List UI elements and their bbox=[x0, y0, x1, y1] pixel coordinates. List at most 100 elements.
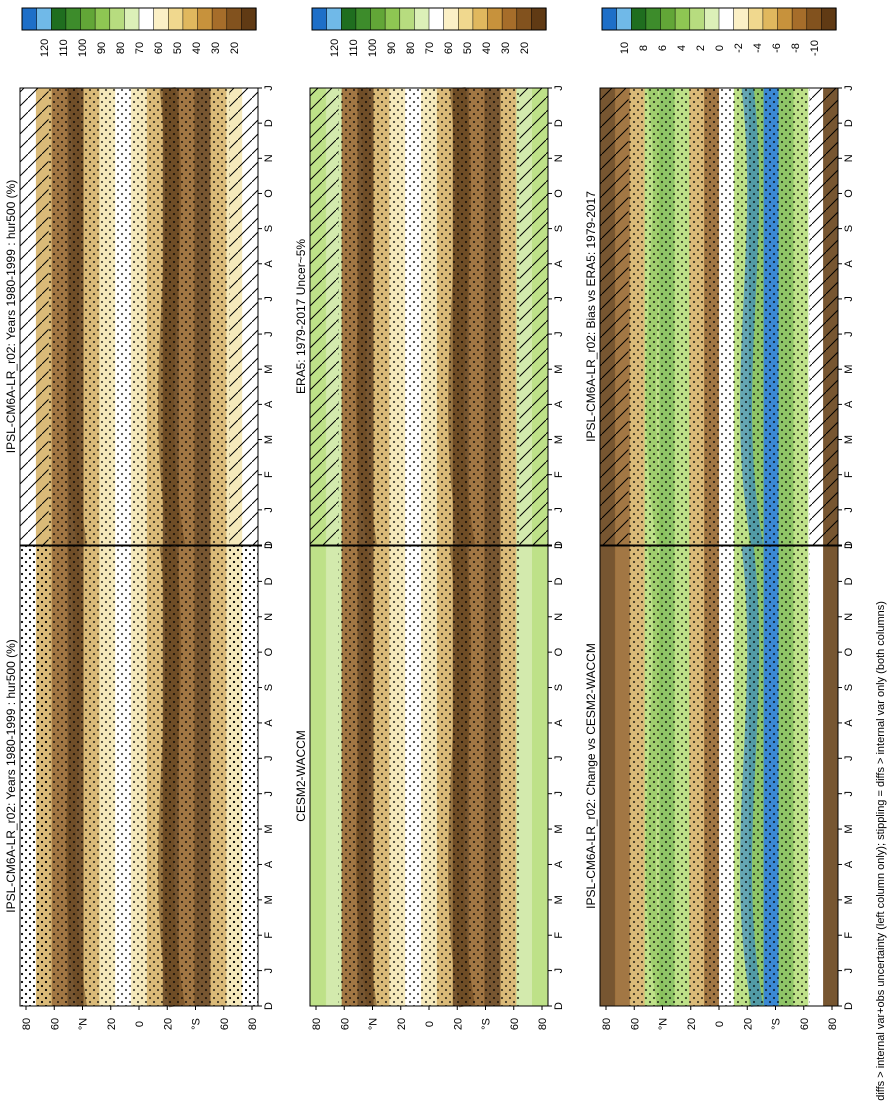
month-tick-label: M bbox=[843, 895, 855, 904]
lat-tick-label: 20 bbox=[742, 1018, 754, 1030]
panel-title: IPSL-CM6A-LR_r02: Change vs CESM2-WACCM bbox=[584, 643, 598, 909]
colorbar-swatch bbox=[458, 7, 474, 31]
month-tick-label: M bbox=[263, 365, 275, 374]
colorbar-swatch bbox=[718, 7, 735, 31]
month-tick-label: D bbox=[843, 119, 855, 127]
colorbar-swatch bbox=[138, 7, 155, 31]
panel-1: DJFMAMJJASONDJ8060°N20020°S6080IPSL-CM6A… bbox=[4, 85, 275, 605]
month-tick-label: M bbox=[553, 365, 565, 374]
month-tick-label: J bbox=[553, 296, 565, 302]
colorbar-label: 30 bbox=[500, 42, 512, 54]
month-tick-label: S bbox=[263, 684, 275, 691]
colorbar-swatch bbox=[704, 7, 720, 31]
month-tick-label: N bbox=[553, 154, 565, 162]
lat-tick-label: 80 bbox=[311, 1018, 323, 1030]
colorbar-label: 8 bbox=[638, 45, 650, 51]
month-tick-label: D bbox=[263, 577, 275, 585]
colorbar-swatch bbox=[94, 7, 111, 31]
hatching-overlay bbox=[229, 88, 258, 545]
colorbar-label: 110 bbox=[58, 39, 70, 57]
month-tick-label: F bbox=[263, 471, 275, 478]
colorbar-swatch bbox=[124, 7, 140, 31]
month-tick-label: M bbox=[843, 365, 855, 374]
lat-tick-label: 80 bbox=[247, 1018, 259, 1030]
colorbar-swatch bbox=[226, 7, 243, 31]
month-tick-label: A bbox=[843, 860, 855, 868]
lat-tick-label: 80 bbox=[601, 1018, 613, 1030]
month-tick-label: J bbox=[843, 85, 855, 91]
colorbar-label: 2 bbox=[695, 45, 707, 51]
hatching-overlay bbox=[20, 88, 49, 545]
colorbar-frame bbox=[311, 7, 547, 31]
month-tick-label: M bbox=[553, 435, 565, 444]
colorbar-swatch bbox=[645, 7, 662, 31]
colorbar-label: 100 bbox=[77, 39, 89, 57]
colorbar-frame bbox=[601, 7, 837, 31]
colorbar-swatch bbox=[384, 7, 401, 31]
colorbar-swatch bbox=[326, 7, 342, 31]
colorbar-label: 20 bbox=[519, 42, 531, 54]
stippling-overlay bbox=[48, 546, 230, 1006]
lat-band bbox=[325, 546, 343, 1006]
month-tick-label: O bbox=[263, 647, 275, 656]
month-tick-label: O bbox=[553, 189, 565, 198]
colorbar-label: -10 bbox=[809, 40, 821, 56]
colorbar-label: 110 bbox=[348, 39, 360, 57]
colorbar-swatch bbox=[414, 7, 430, 31]
month-tick-label: J bbox=[263, 543, 275, 549]
month-tick-label: J bbox=[553, 331, 565, 337]
month-tick-label: J bbox=[263, 85, 275, 91]
month-tick-label: M bbox=[843, 824, 855, 833]
colorbar-label: 120 bbox=[329, 39, 341, 57]
month-tick-label: D bbox=[553, 1002, 565, 1010]
month-tick-label: M bbox=[263, 435, 275, 444]
colorbar-swatch bbox=[241, 7, 257, 31]
lat-tick-label: 20 bbox=[396, 1018, 408, 1030]
stippling-overlay bbox=[628, 88, 810, 545]
colorbar-swatch bbox=[733, 7, 749, 31]
month-tick-label: J bbox=[553, 968, 565, 974]
month-tick-label: D bbox=[263, 541, 275, 549]
month-tick-label: J bbox=[263, 296, 275, 302]
month-tick-label: O bbox=[553, 647, 565, 656]
month-tick-label: J bbox=[843, 543, 855, 549]
month-tick-label: A bbox=[263, 719, 275, 727]
hatching-overlay bbox=[809, 88, 838, 545]
colorbar-swatch bbox=[399, 7, 416, 31]
colorbar-swatch bbox=[182, 7, 199, 31]
colorbar-label: 120 bbox=[39, 39, 51, 57]
month-tick-label: A bbox=[553, 400, 565, 408]
month-tick-label: F bbox=[553, 932, 565, 939]
month-tick-label: M bbox=[263, 824, 275, 833]
colorbar-swatch bbox=[748, 7, 764, 31]
colorbar-label: 20 bbox=[229, 42, 241, 54]
colorbar-swatch bbox=[531, 7, 547, 31]
colorbar-swatch bbox=[516, 7, 533, 31]
lat-tick-label: 60 bbox=[509, 1018, 521, 1030]
colorbar-label: 4 bbox=[676, 45, 688, 51]
panel-title: CESM2-WACCM bbox=[294, 730, 308, 822]
month-tick-label: D bbox=[553, 577, 565, 585]
lat-tick-label: °N bbox=[368, 1018, 380, 1030]
colorbar-label: 90 bbox=[96, 42, 108, 54]
lat-tick-label: 0 bbox=[714, 1021, 726, 1027]
colorbar: 120 110 100 90 80 70 60 50 40 30 20 bbox=[311, 7, 547, 57]
month-tick-label: J bbox=[553, 85, 565, 91]
lat-tick-label: 60 bbox=[339, 1018, 351, 1030]
colorbar-label: 40 bbox=[191, 42, 203, 54]
colorbar-swatch bbox=[777, 7, 793, 31]
stippling-overlay bbox=[48, 88, 230, 545]
panel-5: DJFMAMJJASONDJ8060°N20020°S6080IPSL-CM6A… bbox=[584, 85, 855, 604]
colorbar-frame bbox=[21, 7, 257, 31]
colorbar-swatch bbox=[355, 7, 372, 31]
colorbar-label: -8 bbox=[790, 43, 802, 53]
colorbar-label: -4 bbox=[752, 43, 764, 53]
month-tick-label: A bbox=[263, 400, 275, 408]
lat-tick-label: 80 bbox=[827, 1018, 839, 1030]
month-tick-label: F bbox=[553, 471, 565, 478]
month-tick-label: A bbox=[263, 860, 275, 868]
lat-tick-label: 80 bbox=[537, 1018, 549, 1030]
